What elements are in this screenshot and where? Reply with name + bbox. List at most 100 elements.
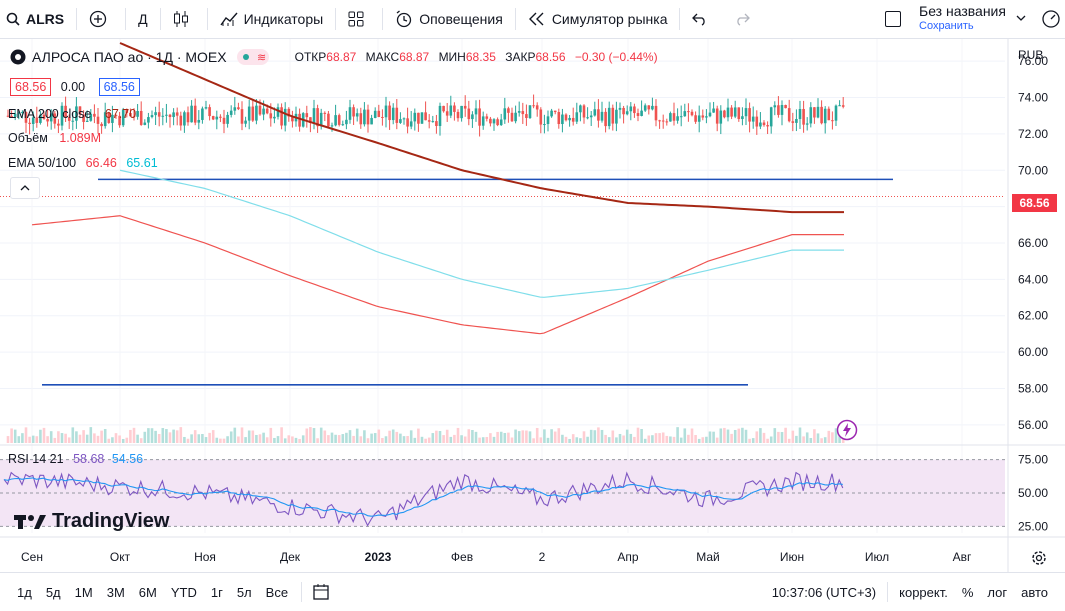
volume-bar — [355, 428, 359, 443]
visibility-toggle-icon[interactable]: ≋ — [236, 49, 269, 65]
volume-bar — [118, 435, 121, 443]
range-5d[interactable]: 5д — [45, 584, 61, 600]
volume-bar — [618, 433, 622, 443]
volume-legend[interactable]: Объём 1.089M — [8, 131, 101, 145]
volume-bar — [579, 438, 582, 443]
ask-box[interactable]: 68.56 — [98, 78, 140, 96]
ema50-legend[interactable]: EMA 50/100 66.46 65.61 — [8, 156, 158, 170]
symbol-search-button[interactable]: ALRS — [0, 0, 74, 38]
indicators-label: Индикаторы — [243, 11, 324, 27]
auto-toggle[interactable]: авто — [1021, 584, 1048, 600]
volume-bar — [366, 438, 370, 443]
candle-body — [118, 115, 121, 126]
volume-bar — [762, 432, 766, 443]
collapse-legend-button[interactable] — [10, 177, 40, 199]
volume-bar — [35, 436, 39, 443]
compare-button[interactable] — [79, 0, 123, 38]
volume-bar — [402, 436, 406, 443]
rsi-legend[interactable]: RSI 14 21 58.68 54.56 — [8, 452, 143, 466]
volume-bar — [816, 433, 820, 443]
candle-body — [226, 114, 229, 124]
lightning-icon[interactable] — [836, 419, 858, 441]
layout-save-link[interactable]: Сохранить — [919, 20, 974, 32]
chart-type-button[interactable] — [163, 0, 205, 38]
candle-body — [190, 105, 193, 123]
layout-checkbox[interactable] — [885, 11, 901, 27]
calendar-range-icon[interactable] — [312, 582, 332, 602]
ema200-legend[interactable]: EMA 200 close 67.70 — [8, 107, 136, 121]
range-all[interactable]: Все — [265, 584, 289, 600]
volume-bar — [121, 438, 125, 443]
candle-body — [46, 118, 49, 122]
percent-toggle[interactable]: % — [961, 584, 974, 600]
volume-bar — [571, 434, 575, 443]
candle-body — [780, 105, 784, 115]
range-1d[interactable]: 1д — [17, 584, 32, 600]
candle-body — [676, 116, 679, 121]
ema100-line — [119, 169, 844, 298]
currency-label[interactable]: RUB — [1018, 48, 1044, 62]
volume-bar — [543, 429, 546, 443]
volume-bar — [485, 437, 489, 443]
candle-body — [647, 105, 651, 110]
candle-body — [64, 105, 67, 118]
clock[interactable]: 10:37:06 (UTC+3) — [771, 584, 877, 600]
volume-bar — [258, 434, 262, 443]
range-ytd[interactable]: YTD — [170, 584, 197, 600]
range-1y[interactable]: 1г — [210, 584, 223, 600]
volume-bar — [13, 429, 17, 443]
divider — [206, 8, 208, 30]
candle-body — [571, 117, 575, 122]
redo-button[interactable] — [724, 0, 766, 38]
range-5y[interactable]: 5л — [236, 584, 252, 600]
chart-canvas[interactable]: 76.0074.0072.0070.0068.0066.0064.0062.00… — [0, 39, 1065, 572]
range-6m[interactable]: 6М — [138, 584, 157, 600]
ema200-line — [119, 42, 844, 214]
interval-button[interactable]: Д — [128, 0, 157, 38]
volume-bar — [431, 433, 435, 443]
candle-body — [172, 112, 175, 118]
layout-name-button[interactable]: Без названия Сохранить — [919, 4, 1006, 34]
volume-bar — [21, 433, 24, 443]
rewind-icon — [528, 12, 544, 26]
spread-value: 0.00 — [60, 80, 86, 94]
divider — [679, 8, 681, 30]
volume-bar — [150, 428, 154, 443]
candle-body — [694, 115, 697, 122]
volume-bar — [233, 427, 237, 443]
replay-button[interactable]: Симулятор рынка — [518, 0, 678, 38]
bottom-right-controls: 10:37:06 (UTC+3) коррект. % лог авто — [765, 573, 1055, 611]
speedometer-icon[interactable] — [1040, 8, 1062, 30]
log-toggle[interactable]: лог — [987, 584, 1008, 600]
indicator-lines — [31, 42, 844, 335]
volume-bar — [417, 428, 420, 443]
candle-body — [672, 113, 676, 121]
indicators-button[interactable]: Индикаторы — [210, 0, 334, 38]
undo-button[interactable] — [682, 0, 724, 38]
volume-bar — [665, 435, 669, 443]
alerts-button[interactable]: Оповещения — [385, 0, 513, 38]
candle-body — [204, 107, 208, 109]
candle-body — [474, 108, 478, 115]
candle-body — [237, 107, 240, 110]
range-3m[interactable]: 3М — [106, 584, 125, 600]
volume-bar — [57, 431, 60, 443]
bid-box[interactable]: 68.56 — [10, 78, 52, 96]
volume-bar — [96, 435, 100, 443]
volume-bar — [208, 432, 211, 443]
candle-body — [539, 109, 543, 125]
candle-body — [82, 114, 85, 122]
bid-ask-row: 68.56 0.00 68.56 — [10, 78, 146, 96]
chevron-down-icon[interactable] — [1016, 15, 1026, 23]
adjust-toggle[interactable]: коррект. — [899, 584, 948, 600]
divider — [301, 582, 303, 602]
tradingview-logo[interactable]: TradingView — [14, 510, 169, 533]
volume-bar — [280, 427, 283, 443]
candle-body — [467, 108, 471, 120]
volume-bar — [373, 433, 377, 443]
range-1m[interactable]: 1М — [74, 584, 93, 600]
chart-grid — [0, 39, 1005, 533]
gear-icon[interactable] — [1030, 549, 1048, 567]
templates-button[interactable] — [338, 0, 380, 38]
volume-bar — [748, 438, 751, 443]
